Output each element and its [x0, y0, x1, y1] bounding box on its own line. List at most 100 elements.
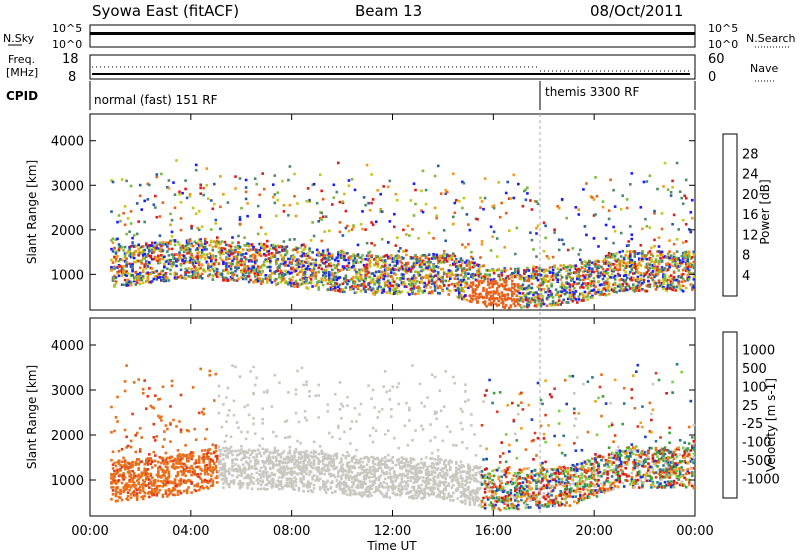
- velocity-cell: [294, 460, 298, 464]
- power-cell: [586, 262, 590, 266]
- power-cell: [358, 271, 361, 274]
- power-cell: [616, 258, 620, 262]
- velocity-cell: [166, 462, 169, 466]
- power-cell: [228, 257, 231, 260]
- power-cell: [329, 286, 333, 289]
- power-cell: [225, 276, 228, 280]
- power-cell: [154, 206, 157, 209]
- power-cell: [409, 257, 413, 260]
- power-cell: [385, 268, 388, 271]
- velocity-cell: [219, 454, 222, 458]
- velocity-cell: [208, 465, 212, 469]
- velocity-cell: [169, 405, 172, 408]
- power-cell: [273, 247, 277, 251]
- velocity-cell: [285, 465, 289, 468]
- power-cell: [125, 260, 128, 264]
- power-cell: [675, 161, 679, 165]
- velocity-cell: [217, 448, 221, 452]
- power-cell: [444, 279, 447, 283]
- power-cell: [261, 277, 264, 281]
- power-cell: [200, 251, 204, 255]
- power-cell: [445, 272, 449, 276]
- velocity-cell: [129, 496, 133, 499]
- power-cell: [303, 276, 307, 279]
- power-cell: [368, 262, 372, 266]
- power-cell: [639, 264, 643, 267]
- power-cell: [427, 281, 431, 284]
- power-cell: [681, 277, 685, 281]
- velocity-cell: [154, 459, 157, 463]
- power-cell: [645, 265, 649, 268]
- velocity-cell: [122, 486, 125, 489]
- power-cell: [191, 244, 195, 248]
- power-cell: [539, 303, 543, 306]
- power-cell: [570, 295, 573, 299]
- power-cell: [548, 302, 552, 306]
- power-cell: [269, 269, 272, 272]
- power-cell: [654, 288, 658, 291]
- velocity-cell: [205, 463, 209, 467]
- power-cell: [321, 197, 325, 201]
- power-cell: [370, 272, 373, 275]
- power-cell: [482, 279, 485, 283]
- power-cell: [680, 274, 683, 278]
- power-cell: [191, 276, 195, 279]
- velocity-cell: [278, 459, 281, 463]
- power-cell: [450, 258, 454, 261]
- power-cell: [318, 211, 322, 214]
- power-cell: [300, 260, 304, 263]
- power-cell: [467, 277, 470, 280]
- velocity-cell: [143, 469, 146, 472]
- velocity-cell: [246, 486, 249, 490]
- velocity-cell: [164, 470, 168, 474]
- velocity-cell: [258, 473, 261, 476]
- power-cell: [331, 203, 334, 206]
- power-cell: [173, 206, 177, 210]
- power-cell: [573, 292, 576, 296]
- power-cell: [523, 272, 526, 275]
- power-cell: [303, 280, 307, 284]
- velocity-cell: [167, 474, 171, 477]
- power-cell: [474, 288, 478, 291]
- power-cell: [211, 254, 215, 257]
- power-cell: [515, 300, 519, 303]
- power-cell: [394, 273, 398, 276]
- velocity-cell: [256, 448, 260, 452]
- power-cell: [303, 245, 307, 248]
- power-cell: [226, 279, 230, 282]
- velocity-cell: [197, 465, 201, 469]
- power-cell: [654, 260, 658, 264]
- power-cell: [597, 280, 600, 283]
- velocity-cell: [240, 448, 243, 451]
- power-cell: [417, 260, 420, 263]
- power-cell: [202, 193, 205, 197]
- power-cell: [179, 201, 183, 204]
- power-cell: [530, 298, 534, 302]
- velocity-cell: [161, 459, 165, 463]
- power-cell: [414, 254, 417, 257]
- power-cell: [533, 199, 537, 203]
- power-cell: [137, 259, 140, 263]
- power-cell: [355, 259, 358, 262]
- power-cell: [511, 279, 514, 283]
- power-cell: [494, 297, 497, 300]
- power-cell: [435, 216, 438, 220]
- power-cell: [131, 262, 134, 266]
- power-cell: [659, 270, 662, 273]
- velocity-cell: [145, 478, 148, 481]
- power-cell: [282, 255, 286, 259]
- velocity-cell: [203, 449, 207, 452]
- power-cell: [387, 185, 390, 189]
- velocity-cell: [243, 476, 246, 480]
- power-cell: [622, 268, 626, 272]
- power-cell: [489, 297, 493, 300]
- power-cell: [503, 293, 506, 297]
- power-cell: [497, 303, 500, 307]
- power-cell: [504, 268, 508, 272]
- velocity-cell: [252, 417, 255, 420]
- power-cell: [187, 246, 190, 250]
- power-cell: [246, 248, 249, 252]
- power-cell: [586, 292, 590, 296]
- power-cell: [583, 290, 587, 294]
- velocity-cell: [172, 418, 175, 422]
